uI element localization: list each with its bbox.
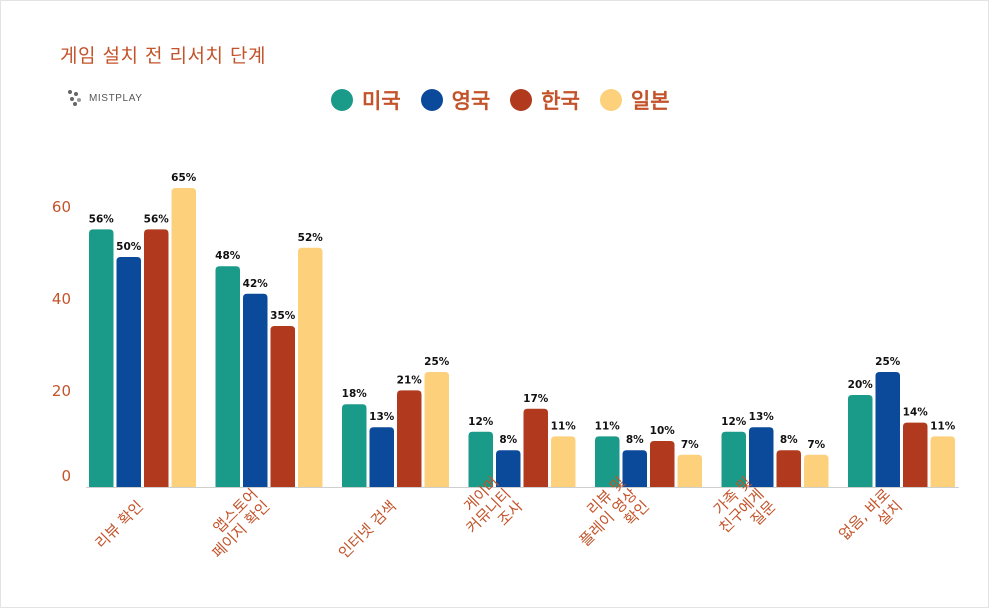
data-label: 7%: [681, 439, 699, 451]
x-tick-label: 인터넷 검색: [335, 497, 400, 562]
chart-title: 게임 설치 전 리서치 단계: [60, 45, 266, 67]
bar: [270, 326, 295, 487]
bar: [551, 436, 576, 487]
data-label: 52%: [298, 232, 324, 244]
chart-legend: 미국 영국 한국 일본: [331, 85, 670, 115]
legend-item-uk: 영국: [420, 85, 491, 115]
legend-label-us: 미국: [362, 89, 401, 113]
bar: [903, 422, 928, 487]
data-label: 14%: [903, 407, 929, 419]
bar: [776, 450, 801, 487]
data-label: 12%: [468, 416, 494, 428]
logo-text: MISTPLAY: [89, 92, 143, 104]
x-tick-label-line: 리뷰 확인: [92, 497, 147, 552]
bar: [468, 431, 493, 487]
bar: [369, 427, 394, 487]
legend-swatch-jp: [599, 89, 622, 111]
bar: [804, 454, 829, 487]
bar: [171, 188, 196, 487]
data-label: 56%: [144, 213, 170, 225]
legend-label-kr: 한국: [541, 89, 580, 113]
data-label: 12%: [721, 416, 747, 428]
data-label: 10%: [650, 425, 676, 437]
bar: [215, 266, 240, 487]
bar: [523, 408, 548, 487]
data-label: 42%: [243, 278, 269, 290]
bar: [595, 436, 620, 487]
bar: [677, 454, 702, 487]
mistplay-logo: MISTPLAY: [68, 90, 143, 106]
bar: [397, 390, 422, 487]
bar: [848, 395, 873, 487]
bar: [930, 436, 955, 487]
bar: [342, 404, 367, 487]
bar: [89, 229, 114, 487]
data-label: 13%: [369, 411, 395, 423]
data-label: 21%: [397, 374, 423, 386]
x-tick-label-line: 인터넷 검색: [335, 497, 400, 562]
data-label: 8%: [499, 434, 517, 446]
y-tick-label: 60: [52, 198, 71, 216]
x-tick-label: 리뷰 확인: [92, 497, 147, 552]
data-label: 13%: [749, 411, 775, 423]
legend-item-kr: 한국: [510, 85, 580, 115]
logo-icon: [68, 90, 84, 106]
legend-swatch-us: [331, 89, 353, 111]
legend-label-uk: 영국: [451, 89, 491, 113]
bar: [650, 441, 675, 487]
legend-swatch-kr: [510, 89, 533, 111]
bar: [298, 247, 323, 487]
data-label: 20%: [848, 379, 874, 391]
y-tick-label: 20: [52, 382, 71, 400]
data-label: 7%: [807, 439, 825, 451]
legend-swatch-uk: [420, 89, 443, 111]
data-label: 8%: [626, 434, 644, 446]
bar: [875, 372, 900, 487]
bar: [243, 293, 268, 487]
bar: [116, 257, 141, 487]
bar: [424, 372, 449, 487]
data-label: 17%: [523, 393, 549, 405]
data-label: 11%: [930, 420, 956, 432]
data-label: 11%: [551, 420, 577, 432]
bar: [144, 229, 169, 487]
data-label: 48%: [215, 250, 241, 262]
legend-label-jp: 일본: [630, 89, 670, 113]
legend-item-us: 미국: [331, 85, 401, 115]
bar: [496, 450, 521, 487]
y-tick-label: 0: [61, 467, 71, 485]
bar: [749, 427, 774, 487]
bar: [622, 450, 647, 487]
data-label: 8%: [780, 434, 798, 446]
data-label: 35%: [270, 310, 296, 322]
data-label: 65%: [171, 172, 197, 184]
legend-item-jp: 일본: [599, 85, 670, 115]
y-tick-label: 40: [52, 290, 71, 308]
bar: [721, 431, 746, 487]
data-label: 11%: [595, 420, 621, 432]
data-label: 56%: [89, 213, 115, 225]
data-label: 50%: [116, 241, 142, 253]
data-label: 25%: [875, 356, 901, 368]
data-label: 25%: [424, 356, 450, 368]
data-label: 18%: [342, 388, 368, 400]
